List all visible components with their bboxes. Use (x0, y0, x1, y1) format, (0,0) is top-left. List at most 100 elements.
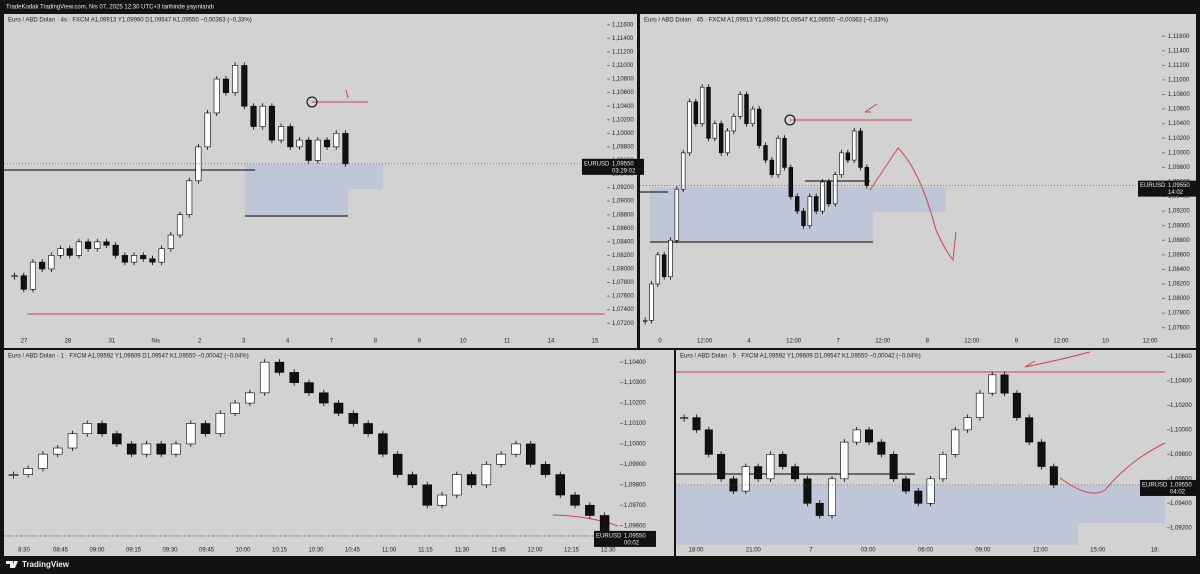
candle (788, 167, 794, 197)
countdown: 14:02 (1168, 190, 1184, 196)
brand: TradingView (22, 560, 70, 569)
candle (763, 145, 768, 161)
candle (112, 244, 119, 256)
symbol-label: EURUSD (596, 533, 622, 539)
x-tick-label: 10:45 (345, 548, 361, 554)
y-tick-label: 1,08000 (1168, 296, 1190, 302)
candle (48, 255, 55, 270)
x-tick-label: 12:00 (875, 339, 891, 345)
y-tick-label: 1,08000 (612, 267, 634, 273)
candle (766, 454, 775, 480)
candle (1000, 374, 1009, 394)
candle (103, 241, 110, 246)
candle (112, 433, 122, 445)
candle (704, 429, 713, 455)
y-tick-label: 1,11400 (612, 36, 634, 42)
candle (826, 181, 832, 205)
candle (195, 146, 202, 182)
y-tick-label: 1,08800 (1168, 238, 1190, 244)
y-tick-label: 1,07200 (612, 321, 634, 327)
candle (230, 402, 240, 414)
candle (801, 210, 806, 226)
candle (156, 443, 166, 455)
candle (680, 417, 689, 419)
candle (1049, 466, 1058, 486)
candle (803, 478, 812, 504)
candle (712, 123, 718, 139)
price-tag (1138, 180, 1200, 197)
candle (241, 65, 248, 107)
candle (29, 261, 37, 290)
candle (94, 241, 101, 249)
candle (333, 402, 344, 414)
x-tick-label: 09:15 (126, 548, 142, 554)
candle (186, 180, 193, 215)
candle (717, 454, 726, 480)
y-tick-label: 1,09200 (1170, 525, 1192, 531)
y-tick-label: 1,09600 (1170, 476, 1192, 482)
countdown: 00:02 (624, 540, 640, 546)
candle (642, 320, 648, 322)
y-tick-label: 1,10200 (624, 401, 646, 407)
candle (200, 423, 211, 435)
x-tick-label: 08:45 (53, 548, 69, 554)
candle (718, 123, 724, 154)
candle (126, 443, 137, 455)
symbol-label: EURUSD (1140, 183, 1166, 189)
candle (333, 133, 340, 148)
x-tick-label: 12:00 (1142, 339, 1158, 345)
candle (296, 139, 303, 148)
y-tick-label: 1,10800 (612, 77, 634, 83)
candle (287, 126, 294, 148)
candle (158, 248, 165, 263)
x-tick-label: 8 (374, 339, 378, 345)
x-tick-label: 8 (926, 339, 930, 345)
candle (692, 417, 701, 431)
candle (877, 441, 886, 455)
candle (687, 101, 692, 154)
x-tick-label: 12:30 (600, 548, 616, 554)
x-tick-label: 09:45 (199, 548, 215, 554)
y-tick-label: 1,07600 (1168, 325, 1190, 331)
candle (140, 255, 147, 260)
y-tick-label: 1,09200 (1168, 209, 1190, 215)
candle (851, 130, 857, 161)
candle (725, 130, 730, 154)
y-tick-label: 1,07800 (1168, 311, 1190, 317)
candle (52, 447, 63, 455)
x-tick-label: 12:15 (564, 548, 580, 554)
candle (171, 443, 181, 455)
publish-info: TradeKodak TradingView.com, Nis 07, 2025… (6, 5, 214, 11)
candle (363, 423, 373, 435)
x-tick-label: 10 (460, 339, 467, 345)
candle (741, 466, 750, 492)
x-tick-label: 12:00 (786, 339, 802, 345)
candle (680, 152, 686, 190)
candle (731, 116, 737, 132)
x-tick-label: 31 (109, 339, 116, 345)
x-tick-label: 10:00 (235, 548, 251, 554)
candle (555, 474, 566, 496)
price-label: 1,09550 (624, 533, 646, 539)
candle (67, 433, 78, 449)
y-tick-label: 1,10600 (1168, 107, 1190, 113)
y-tick-label: 1,10000 (624, 442, 646, 448)
x-tick-label: 7 (809, 548, 813, 554)
y-tick-label: 1,09800 (1168, 165, 1190, 171)
x-tick-label: 0 (658, 339, 662, 345)
candle (149, 258, 156, 263)
y-tick-label: 1,09200 (612, 185, 634, 191)
chart-title: Euro / ABD Doları · 45 · FXCM A1,09913 Y… (644, 18, 888, 24)
candle (82, 423, 93, 435)
y-tick-label: 1,10600 (612, 90, 634, 96)
y-tick-label: 1,10000 (1170, 427, 1192, 433)
candle (97, 423, 107, 435)
candle (840, 441, 849, 480)
y-tick-label: 1,09400 (1168, 194, 1190, 200)
candle (176, 214, 184, 236)
candle (259, 105, 266, 127)
candle (525, 443, 536, 465)
candle (820, 181, 825, 212)
x-tick-label: 4 (286, 339, 290, 345)
y-tick-label: 1,09800 (1170, 452, 1192, 458)
